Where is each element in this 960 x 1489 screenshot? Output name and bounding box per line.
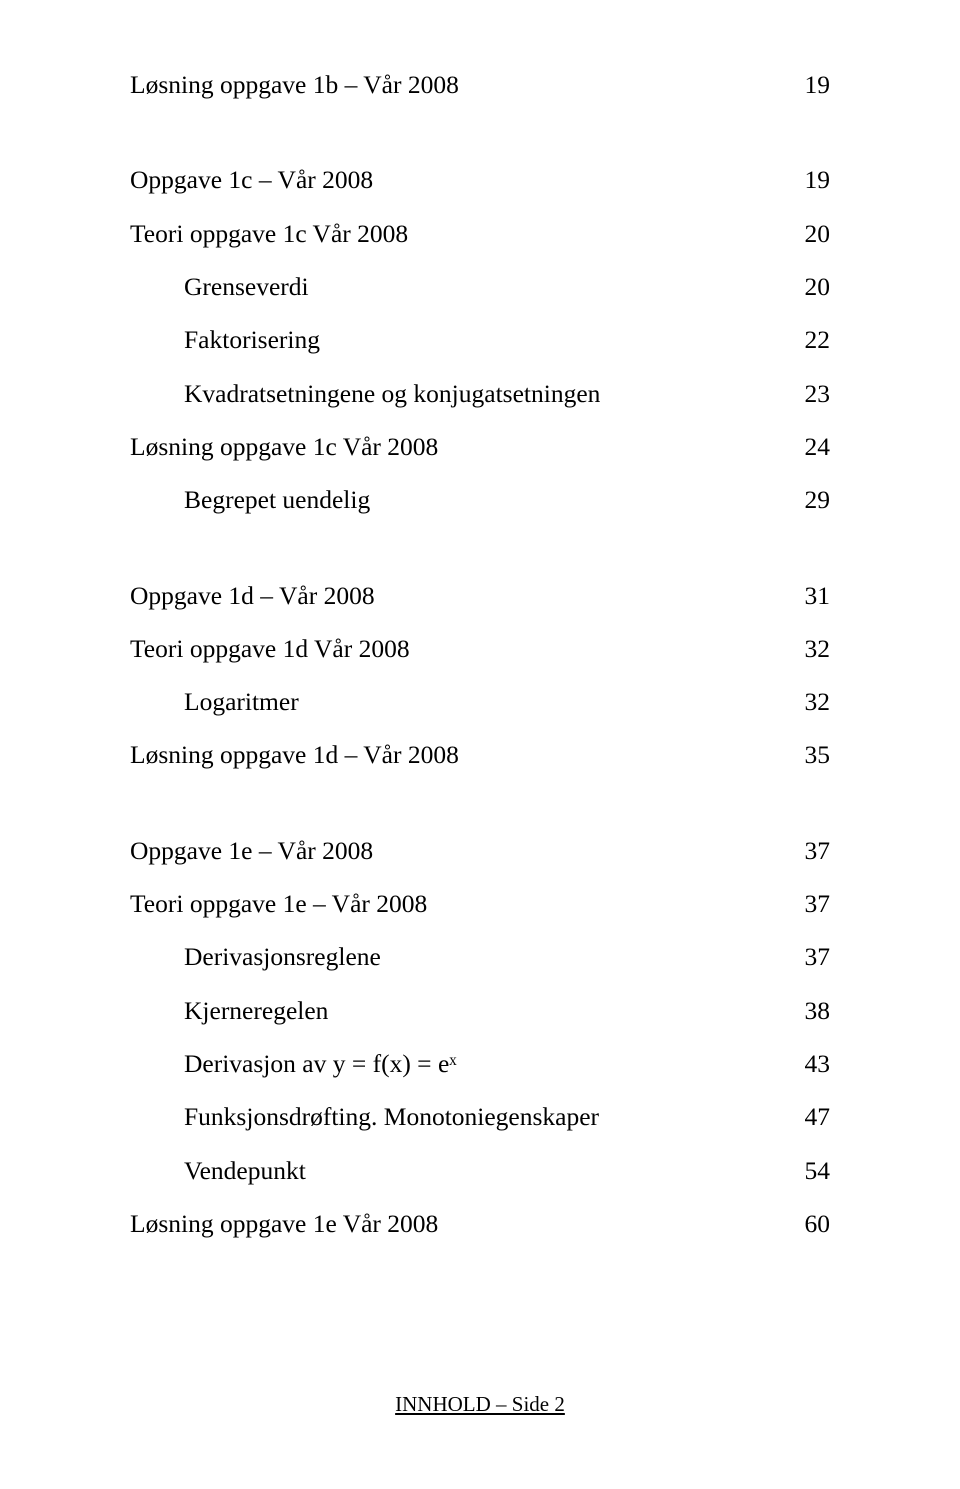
toc-line: Oppgave 1e – Vår 2008 37: [130, 836, 830, 865]
toc-label: Løsning oppgave 1c Vår 2008: [130, 432, 438, 461]
toc-line: Derivasjon av y = f(x) = eˣ 43: [130, 1049, 830, 1078]
toc-label: Begrepet uendelig: [130, 485, 370, 514]
toc-line: Teori oppgave 1c Vår 2008 20: [130, 219, 830, 248]
toc-line: Oppgave 1d – Vår 2008 31: [130, 581, 830, 610]
toc-page-number: 29: [785, 485, 831, 514]
page-container: Løsning oppgave 1b – Vår 200819Oppgave 1…: [0, 0, 960, 1489]
toc-page-number: 37: [785, 889, 831, 918]
toc-line: Begrepet uendelig 29: [130, 485, 830, 514]
toc-page-number: 60: [785, 1209, 831, 1238]
toc-line: Løsning oppgave 1d – Vår 2008 35: [130, 740, 830, 769]
toc-line: Løsning oppgave 1c Vår 2008 24: [130, 432, 830, 461]
toc-page-number: 31: [785, 581, 831, 610]
toc-page-number: 38: [785, 996, 831, 1025]
toc-line: Kvadratsetningene og konjugatsetningen 23: [130, 379, 830, 408]
section-gap: [130, 539, 830, 581]
toc-line: Grenseverdi 20: [130, 272, 830, 301]
toc-label: Logaritmer: [130, 687, 299, 716]
toc-page-number: 22: [785, 325, 831, 354]
toc-label: Faktorisering: [130, 325, 320, 354]
toc-page-number: 37: [785, 836, 831, 865]
toc-line: Derivasjonsreglene 37: [130, 942, 830, 971]
toc-page-number: 47: [785, 1102, 831, 1131]
toc-page-number: 23: [785, 379, 831, 408]
toc-page-number: 32: [785, 634, 831, 663]
toc-label: Kjerneregelen: [130, 996, 328, 1025]
toc-line: Løsning oppgave 1b – Vår 2008 19: [130, 70, 830, 99]
toc-label: Funksjonsdrøfting. Monotoniegenskaper: [130, 1102, 599, 1131]
toc-label: Derivasjonsreglene: [130, 942, 381, 971]
toc-line: Løsning oppgave 1e Vår 2008 60: [130, 1209, 830, 1238]
table-of-contents: Løsning oppgave 1b – Vår 200819Oppgave 1…: [130, 70, 830, 1238]
toc-page-number: 24: [785, 432, 831, 461]
toc-page-number: 19: [785, 165, 831, 194]
toc-page-number: 20: [785, 272, 831, 301]
toc-label: Kvadratsetningene og konjugatsetningen: [130, 379, 600, 408]
toc-label: Oppgave 1d – Vår 2008: [130, 581, 375, 610]
toc-label: Oppgave 1e – Vår 2008: [130, 836, 373, 865]
toc-label: Derivasjon av y = f(x) = eˣ: [130, 1049, 457, 1078]
toc-page-number: 35: [785, 740, 831, 769]
toc-page-number: 32: [785, 687, 831, 716]
toc-label: Vendepunkt: [130, 1156, 306, 1185]
section-gap: [130, 794, 830, 836]
toc-label: Teori oppgave 1c Vår 2008: [130, 219, 408, 248]
toc-page-number: 54: [785, 1156, 831, 1185]
toc-label: Teori oppgave 1d Vår 2008: [130, 634, 410, 663]
toc-line: Teori oppgave 1e – Vår 2008 37: [130, 889, 830, 918]
page-footer: INNHOLD – Side 2: [0, 1392, 960, 1417]
toc-label: Løsning oppgave 1e Vår 2008: [130, 1209, 438, 1238]
toc-line: Vendepunkt 54: [130, 1156, 830, 1185]
toc-label: Teori oppgave 1e – Vår 2008: [130, 889, 427, 918]
toc-label: Grenseverdi: [130, 272, 309, 301]
section-gap: [130, 123, 830, 165]
toc-label: Løsning oppgave 1d – Vår 2008: [130, 740, 459, 769]
toc-line: Funksjonsdrøfting. Monotoniegenskaper 47: [130, 1102, 830, 1131]
toc-label: Oppgave 1c – Vår 2008: [130, 165, 373, 194]
toc-line: Teori oppgave 1d Vår 2008 32: [130, 634, 830, 663]
toc-label: Løsning oppgave 1b – Vår 2008: [130, 70, 459, 99]
toc-page-number: 37: [785, 942, 831, 971]
toc-line: Faktorisering 22: [130, 325, 830, 354]
toc-line: Logaritmer 32: [130, 687, 830, 716]
toc-line: Kjerneregelen 38: [130, 996, 830, 1025]
toc-page-number: 19: [785, 70, 831, 99]
toc-page-number: 20: [785, 219, 831, 248]
toc-page-number: 43: [785, 1049, 831, 1078]
toc-line: Oppgave 1c – Vår 2008 19: [130, 165, 830, 194]
